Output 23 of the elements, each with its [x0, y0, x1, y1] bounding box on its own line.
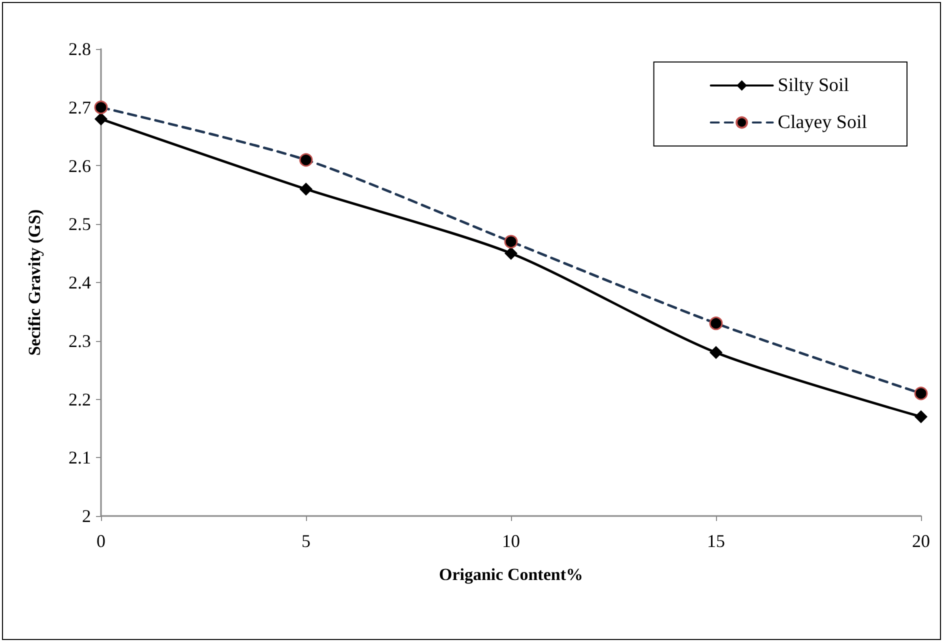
legend-label: Clayey Soil [778, 112, 868, 133]
point [710, 346, 722, 360]
point [94, 112, 108, 126]
legend-label: Silty Soil [778, 75, 850, 96]
x-tick-label: 20 [912, 531, 930, 551]
y-tick-label: 2.6 [68, 156, 91, 176]
x-axis-title: Origanic Content% [438, 565, 584, 584]
y-axis-title: Secific Gravity (GS) [25, 209, 44, 356]
y-tick-label: 2.3 [68, 330, 91, 351]
point [300, 182, 312, 196]
y-tick-label: 2 [82, 506, 91, 526]
y-tick-label: 2.8 [68, 39, 91, 59]
x-tick-label: 10 [502, 531, 520, 551]
y-tick-label: 2.4 [68, 272, 91, 292]
y-tick-label: 2.5 [68, 214, 91, 234]
point [504, 246, 518, 260]
x-tick-label: 5 [302, 531, 310, 551]
x-tick-label: 15 [707, 531, 725, 551]
y-tick-label: 2.7 [68, 97, 91, 118]
y-tick-label: 2.1 [68, 448, 91, 468]
x-tick-label: 0 [96, 531, 106, 551]
point [914, 410, 928, 424]
y-tick-label: 2.2 [68, 389, 91, 410]
